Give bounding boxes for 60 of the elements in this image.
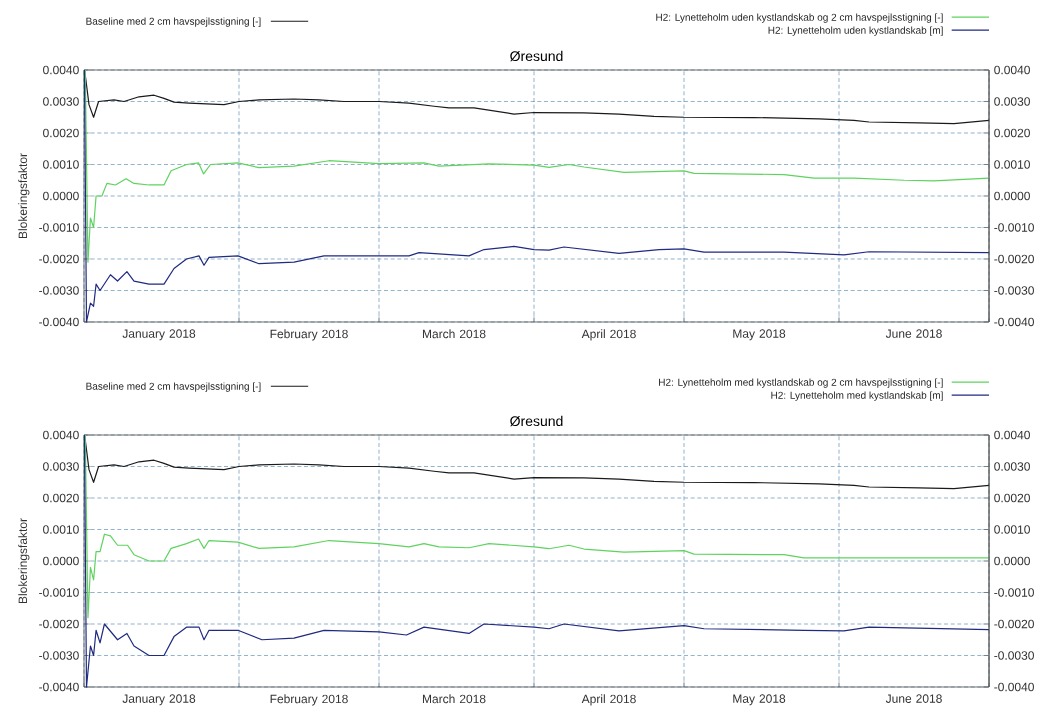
chart-title: Øresund <box>510 50 563 62</box>
y-axis-title: Blokeringsfaktor <box>18 153 30 239</box>
y2-tick-label: 0.0000 <box>994 191 1030 201</box>
x-tick-label: April 2018 <box>581 694 636 706</box>
x-tick-label: January 2018 <box>122 694 196 706</box>
line-series <box>83 434 990 688</box>
y-tick-label: 0.0020 <box>43 493 79 503</box>
x-tick-label: June 2018 <box>885 329 942 338</box>
y-tick-label: 0.0020 <box>43 128 79 138</box>
y2-tick-label: 0.0010 <box>994 160 1030 169</box>
x-tick-label: May 2018 <box>733 694 786 706</box>
legend-label: H2: Lynetteholm uden kystlandskab og 2 cm havspejlsstigning [-] <box>656 13 943 23</box>
y-axis-title: Blokeringsfaktor <box>18 518 30 604</box>
y2-tick-label: 0.0040 <box>994 430 1030 440</box>
legend-label: H2: Lynetteholm med kystlandskab og 2 cm havspejlsstigning [-] <box>659 378 943 388</box>
y-tick-label: 0.0030 <box>43 97 79 106</box>
y2-tick-label: 0.0020 <box>994 128 1030 138</box>
y-tick-label: -0.0030 <box>39 286 79 295</box>
y2-tick-label: 0.0000 <box>994 556 1030 566</box>
legend-label: Baseline med 2 cm havspejlsstigning [-] <box>86 17 261 27</box>
legend-label: H2: Lynetteholm uden kystlandskab [m] <box>768 26 943 36</box>
y2-tick-label: -0.0040 <box>994 317 1034 327</box>
y2-tick-label: -0.0010 <box>994 588 1034 597</box>
y-tick-label: 0.0040 <box>43 65 79 75</box>
x-tick-label: June 2018 <box>885 694 942 703</box>
x-tick-label: March 2018 <box>422 694 486 704</box>
y-tick-label: -0.0040 <box>39 317 79 327</box>
y-tick-label: -0.0010 <box>39 223 79 232</box>
y-tick-label: 0.0010 <box>43 525 79 534</box>
y2-tick-label: 0.0030 <box>994 462 1030 471</box>
legend-label: Baseline med 2 cm havspejlsstigning [-] <box>86 382 261 392</box>
y2-tick-label: -0.0030 <box>994 286 1034 295</box>
y-tick-label: -0.0020 <box>39 254 79 264</box>
y-tick-label: 0.0000 <box>43 191 79 201</box>
y-tick-label: -0.0030 <box>39 651 79 660</box>
legend-label: H2: Lynetteholm med kystlandskab [m] <box>771 391 943 401</box>
y-tick-label: -0.0010 <box>39 588 79 597</box>
x-tick-label: January 2018 <box>122 329 196 341</box>
y-tick-label: 0.0010 <box>43 160 79 169</box>
y-tick-label: 0.0000 <box>43 556 79 566</box>
y2-tick-label: 0.0030 <box>994 97 1030 106</box>
y-tick-label: -0.0040 <box>39 682 79 692</box>
y2-tick-label: -0.0030 <box>994 651 1034 660</box>
x-tick-label: February 2018 <box>270 329 348 341</box>
line-series <box>84 69 990 263</box>
x-tick-label: April 2018 <box>581 329 636 341</box>
x-tick-label: February 2018 <box>270 694 348 706</box>
y2-tick-label: -0.0040 <box>994 682 1034 692</box>
y2-tick-label: -0.0020 <box>994 619 1034 629</box>
y2-tick-label: 0.0010 <box>994 525 1030 534</box>
y2-tick-label: 0.0020 <box>994 493 1030 503</box>
y-tick-label: -0.0020 <box>39 619 79 629</box>
x-tick-label: March 2018 <box>422 329 486 339</box>
y-tick-label: 0.0030 <box>43 462 79 471</box>
y-tick-label: 0.0040 <box>43 430 79 440</box>
y2-tick-label: 0.0040 <box>994 65 1030 75</box>
x-tick-label: May 2018 <box>733 329 786 341</box>
y2-tick-label: -0.0010 <box>994 223 1034 232</box>
y2-tick-label: -0.0020 <box>994 254 1034 264</box>
chart-title: Øresund <box>510 415 563 427</box>
